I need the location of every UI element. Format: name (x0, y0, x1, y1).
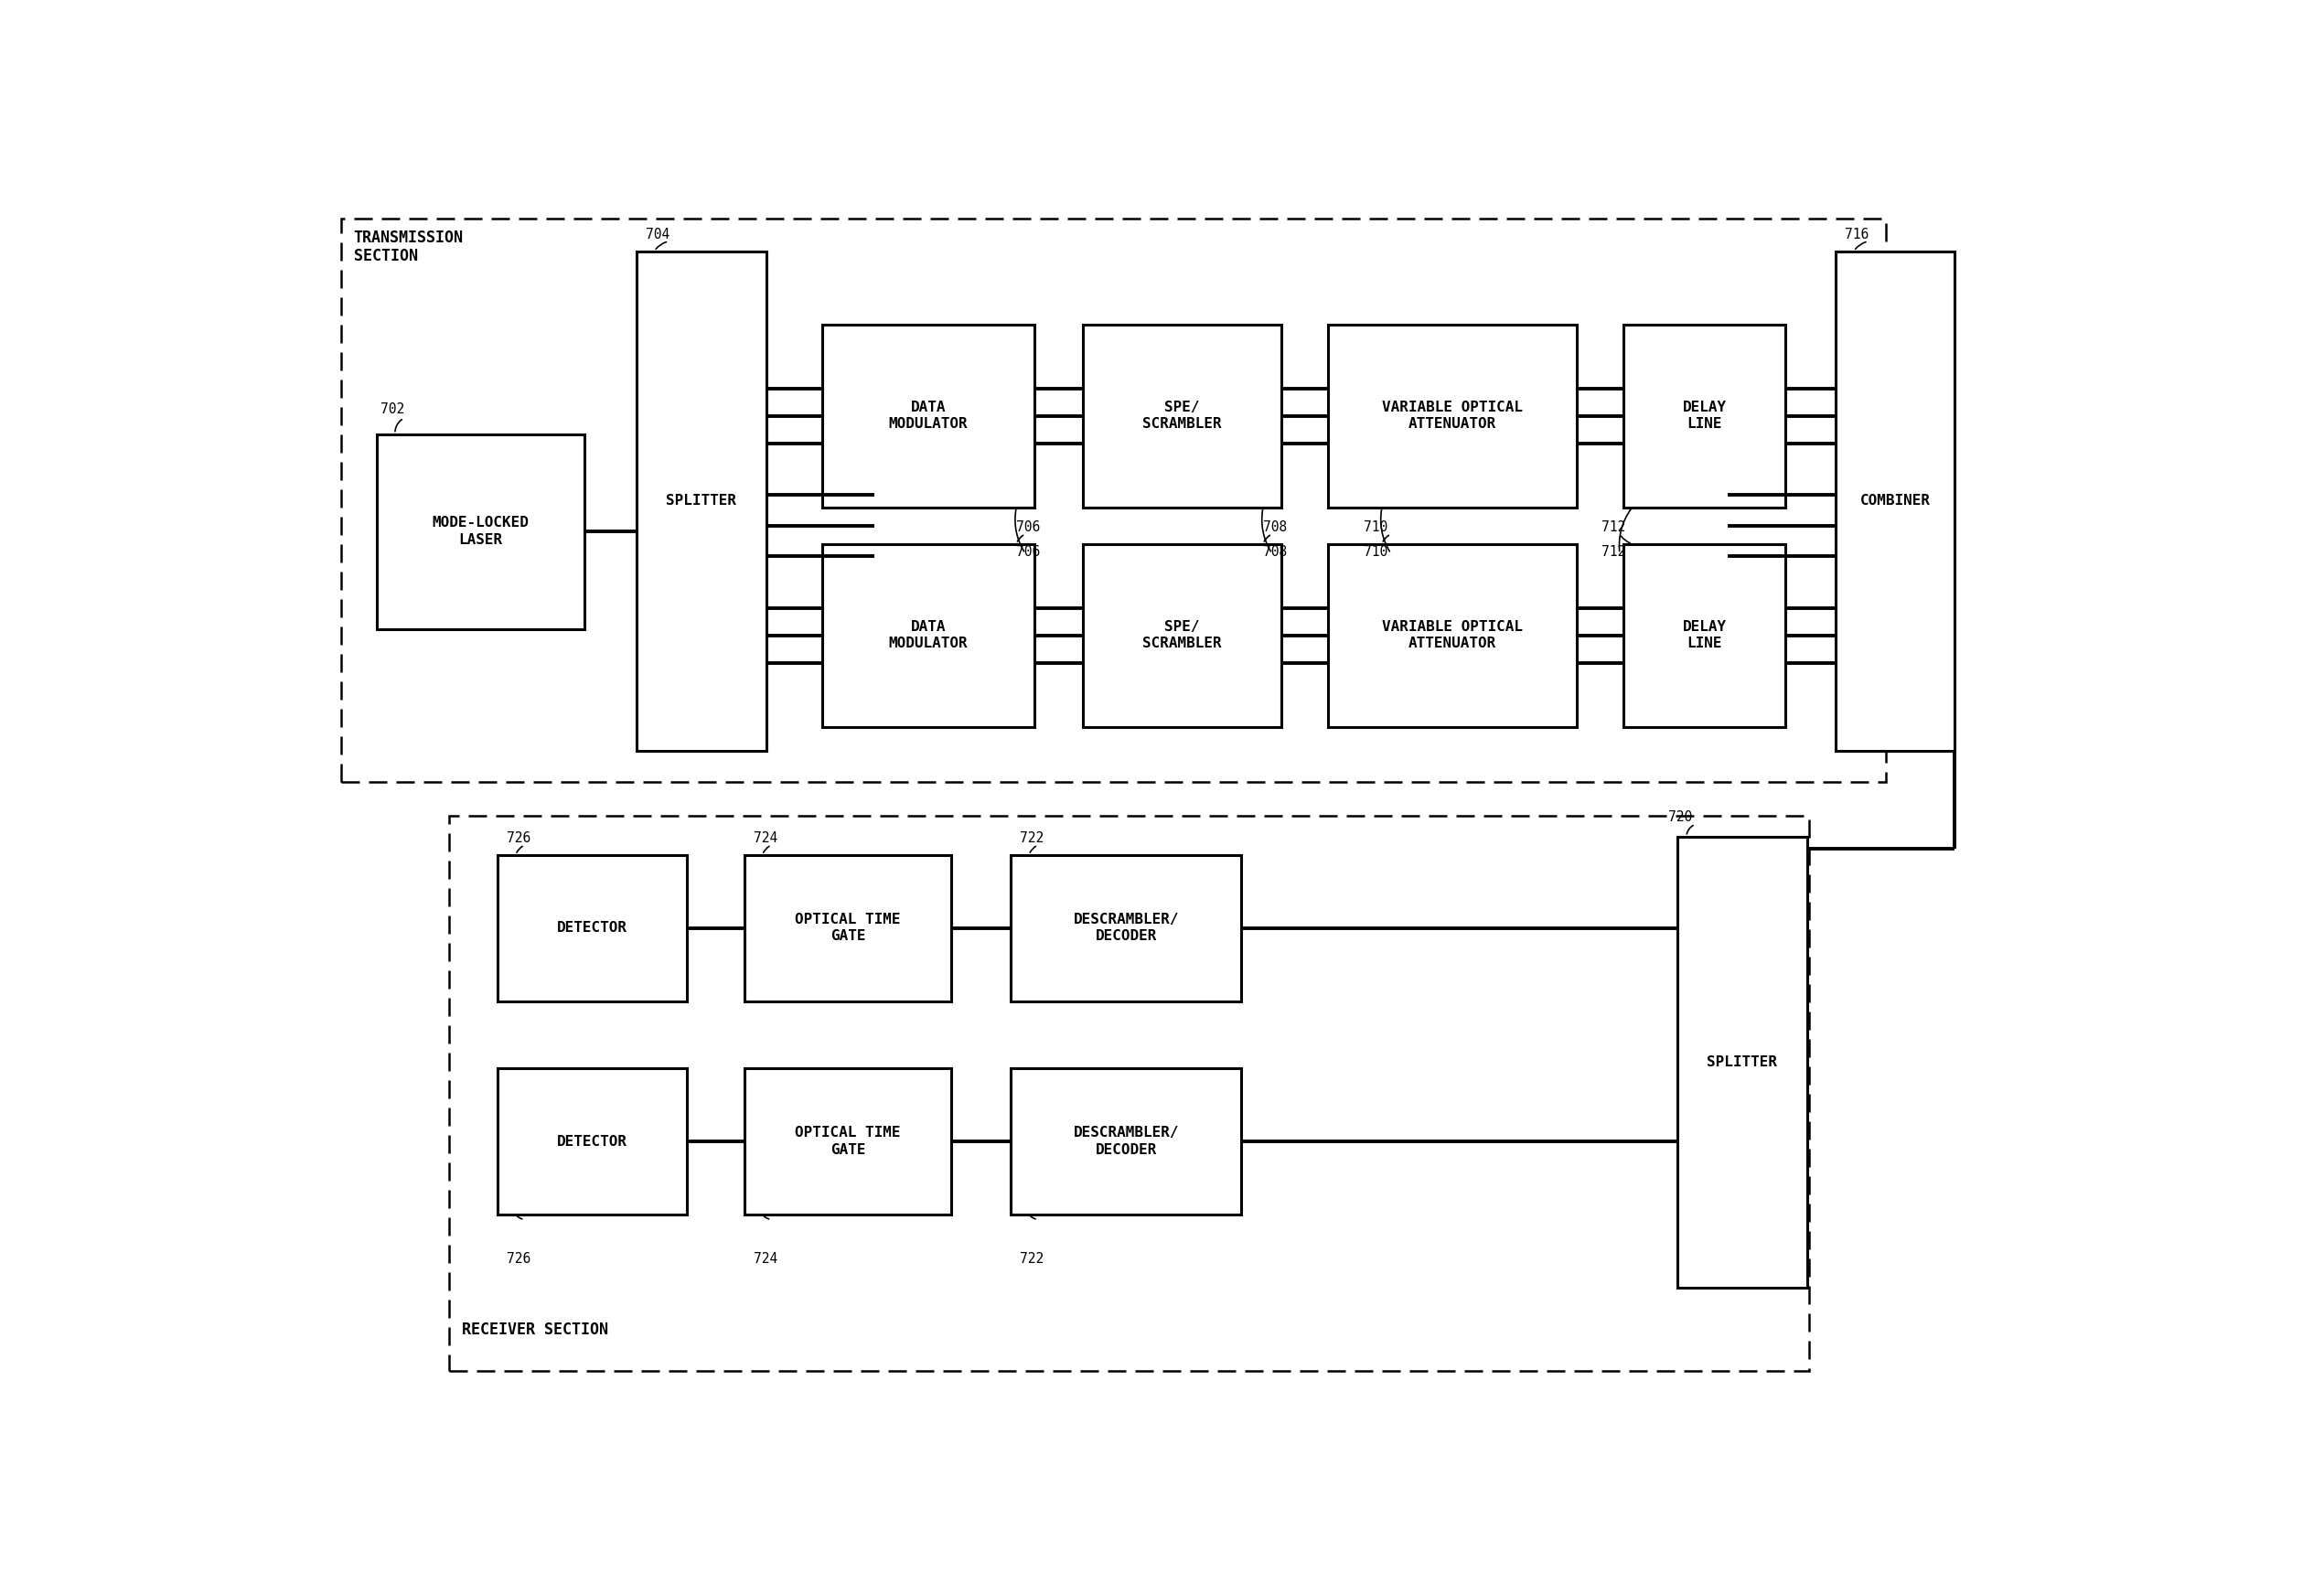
Text: OPTICAL TIME
GATE: OPTICAL TIME GATE (795, 1126, 902, 1156)
Text: 724: 724 (753, 1251, 779, 1266)
Bar (637, 250, 767, 751)
Text: 710: 710 (1364, 520, 1387, 534)
Bar (497, 1068, 688, 1215)
Text: DESCRAMBLER/
DECODER: DESCRAMBLER/ DECODER (1074, 912, 1178, 944)
Bar (1327, 543, 1576, 727)
Bar (823, 543, 1034, 727)
Bar (1678, 836, 1808, 1288)
Bar (497, 855, 688, 1001)
Bar (1011, 1068, 1241, 1215)
Bar (1327, 325, 1576, 507)
Text: 720: 720 (1669, 811, 1692, 824)
Text: DETECTOR: DETECTOR (558, 922, 627, 935)
Bar (342, 219, 1887, 781)
Text: SPE/
SCRAMBLER: SPE/ SCRAMBLER (1143, 619, 1222, 651)
Text: 708: 708 (1264, 545, 1287, 559)
Bar (1083, 325, 1281, 507)
Text: 706: 706 (1016, 520, 1041, 534)
Text: SPLITTER: SPLITTER (1706, 1055, 1778, 1069)
Text: COMBINER: COMBINER (1859, 494, 1931, 508)
Text: RECEIVER SECTION: RECEIVER SECTION (462, 1323, 609, 1338)
Bar (1011, 855, 1241, 1001)
Text: 702: 702 (381, 402, 404, 415)
Text: 726: 726 (507, 832, 530, 844)
Text: SPLITTER: SPLITTER (667, 494, 737, 508)
Bar (1622, 543, 1785, 727)
Bar (449, 816, 1808, 1370)
Text: 716: 716 (1845, 228, 1868, 241)
Text: 704: 704 (646, 228, 669, 241)
Text: MODE-LOCKED
LASER: MODE-LOCKED LASER (432, 516, 530, 546)
Bar (823, 325, 1034, 507)
Text: SPE/
SCRAMBLER: SPE/ SCRAMBLER (1143, 401, 1222, 431)
Text: DATA
MODULATOR: DATA MODULATOR (888, 401, 967, 431)
Bar (1836, 250, 1954, 751)
Text: DELAY
LINE: DELAY LINE (1683, 401, 1727, 431)
Text: DETECTOR: DETECTOR (558, 1134, 627, 1148)
Bar (1622, 325, 1785, 507)
Text: 706: 706 (1016, 545, 1041, 559)
Text: DATA
MODULATOR: DATA MODULATOR (888, 619, 967, 651)
Bar (744, 855, 951, 1001)
Text: 710: 710 (1364, 545, 1387, 559)
Text: 726: 726 (507, 1251, 530, 1266)
Text: VARIABLE OPTICAL
ATTENUATOR: VARIABLE OPTICAL ATTENUATOR (1383, 619, 1522, 651)
Text: 722: 722 (1020, 832, 1043, 844)
Text: 722: 722 (1020, 1251, 1043, 1266)
Text: OPTICAL TIME
GATE: OPTICAL TIME GATE (795, 912, 902, 944)
Text: 708: 708 (1264, 520, 1287, 534)
Text: DESCRAMBLER/
DECODER: DESCRAMBLER/ DECODER (1074, 1126, 1178, 1156)
Text: 712: 712 (1601, 520, 1627, 534)
Bar (1083, 543, 1281, 727)
Text: VARIABLE OPTICAL
ATTENUATOR: VARIABLE OPTICAL ATTENUATOR (1383, 401, 1522, 431)
Bar (376, 434, 583, 629)
Text: DELAY
LINE: DELAY LINE (1683, 619, 1727, 651)
Bar (744, 1068, 951, 1215)
Text: 712: 712 (1601, 545, 1627, 559)
Text: TRANSMISSION
SECTION: TRANSMISSION SECTION (353, 230, 462, 265)
Text: 724: 724 (753, 832, 779, 844)
